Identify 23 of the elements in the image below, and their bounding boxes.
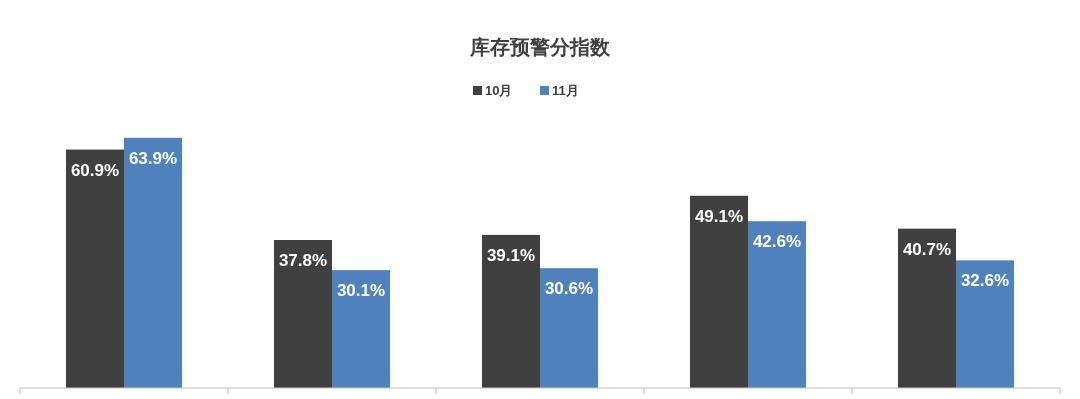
legend-label: 10月 — [485, 83, 513, 98]
bar — [482, 234, 540, 388]
bar — [690, 195, 748, 388]
data-label: 37.8% — [278, 250, 328, 270]
bar — [540, 268, 598, 388]
bar — [66, 149, 124, 388]
data-label: 49.1% — [694, 206, 744, 226]
legend-label: 11月 — [552, 83, 579, 98]
bar — [748, 221, 806, 388]
data-label: 30.6% — [544, 279, 594, 299]
data-label: 40.7% — [902, 239, 952, 259]
data-label: 30.1% — [336, 281, 386, 301]
bar — [956, 260, 1014, 388]
title: 库存预警分指数 — [470, 36, 610, 58]
bar — [898, 228, 956, 388]
bar — [124, 137, 182, 388]
data-label: 32.6% — [960, 271, 1010, 291]
data-label: 63.9% — [128, 148, 178, 168]
bar — [332, 270, 390, 388]
data-label: 42.6% — [752, 232, 802, 252]
bar — [274, 239, 332, 388]
data-label: 39.1% — [486, 245, 536, 265]
data-label: 60.9% — [70, 160, 120, 180]
